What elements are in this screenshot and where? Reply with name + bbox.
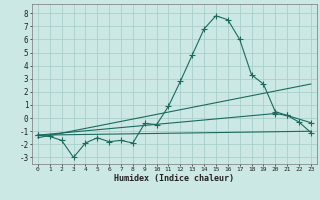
X-axis label: Humidex (Indice chaleur): Humidex (Indice chaleur) bbox=[115, 174, 234, 183]
